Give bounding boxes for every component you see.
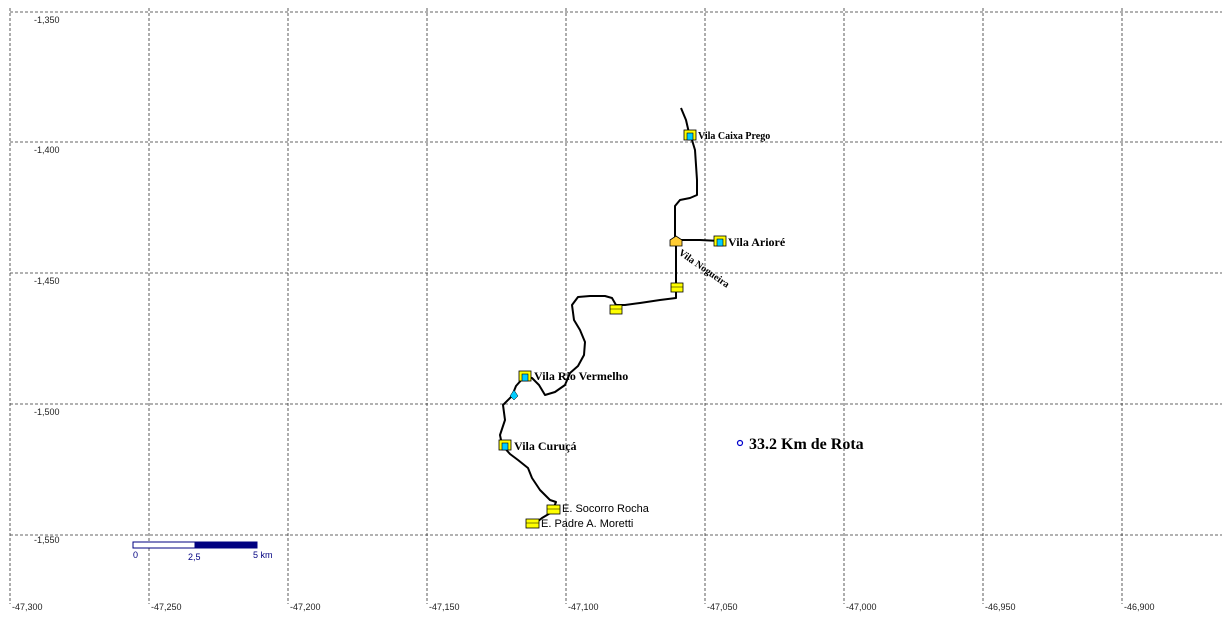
school-icon[interactable] <box>546 504 561 515</box>
lat-tick-label: -1,550 <box>34 535 60 545</box>
lon-tick-label: -47,300 <box>12 602 43 612</box>
place-label-vila-curuca[interactable]: Vila Curuçá <box>514 439 577 453</box>
longitude-labels: -47,300 -47,250 -47,200 -47,150 -47,100 … <box>12 602 1155 612</box>
lat-tick-label: -1,400 <box>34 145 60 155</box>
route-spur-ariore[interactable] <box>676 239 721 242</box>
water-marker-icon <box>509 389 519 401</box>
lat-tick-label: -1,350 <box>34 15 60 25</box>
map-grid <box>9 8 1222 604</box>
scale-bar: 0 2,5 5 km <box>132 541 273 562</box>
scale-label: 0 <box>133 550 138 560</box>
building-icon[interactable] <box>609 304 623 315</box>
place-label-vila-rio-vermelho[interactable]: Vila Rio Vermelho <box>534 369 628 383</box>
lon-tick-label: -47,150 <box>429 602 460 612</box>
route-line[interactable] <box>499 107 698 523</box>
place-label-vila-caixa-prego[interactable]: Vila Caixa Prego <box>698 131 770 142</box>
route-distance-annotation: 33.2 Km de Rota <box>736 436 864 453</box>
lon-tick-label: -47,100 <box>568 602 599 612</box>
village-icon[interactable] <box>518 370 532 382</box>
village-icon[interactable] <box>683 129 697 141</box>
place-label-e-socorro-rocha[interactable]: E. Socorro Rocha <box>562 503 650 515</box>
lon-tick-label: -47,200 <box>290 602 321 612</box>
lat-tick-label: -1,500 <box>34 407 60 417</box>
lon-tick-label: -47,050 <box>707 602 738 612</box>
school-icon[interactable] <box>525 518 540 529</box>
route-distance-label: 33.2 Km de Rota <box>749 436 864 453</box>
place-label-vila-nogueira[interactable]: Vila Nogueira <box>676 247 731 290</box>
building-icon[interactable] <box>669 235 683 247</box>
latitude-labels: -1,350 -1,400 -1,450 -1,500 -1,550 <box>34 15 60 545</box>
scale-label: 2,5 <box>188 552 201 562</box>
lon-tick-label: -46,900 <box>1124 602 1155 612</box>
lon-tick-label: -47,250 <box>151 602 182 612</box>
distance-marker-icon <box>736 439 744 447</box>
place-label-e-padre-moretti[interactable]: E. Padre A. Moretti <box>541 518 633 530</box>
scale-label: 5 km <box>253 550 273 560</box>
lat-tick-label: -1,450 <box>34 276 60 286</box>
lon-tick-label: -47,000 <box>846 602 877 612</box>
lon-tick-label: -46,950 <box>985 602 1016 612</box>
place-label-vila-ariore[interactable]: Vila Arioré <box>728 235 786 249</box>
village-icon[interactable] <box>498 439 512 451</box>
building-icon[interactable] <box>670 282 684 293</box>
village-icon[interactable] <box>713 235 727 247</box>
